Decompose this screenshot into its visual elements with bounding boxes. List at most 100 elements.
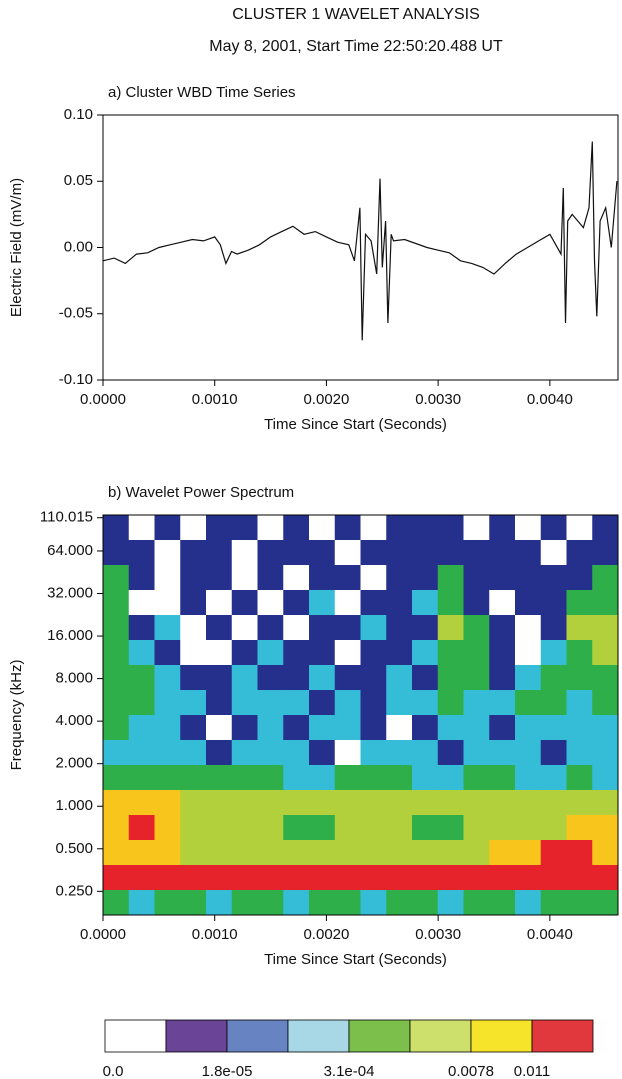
spectrum-cell [206, 665, 233, 691]
x-tick-label: 0.0000 [80, 926, 126, 943]
colorbar-tick-label: 1.8e-05 [202, 1063, 253, 1079]
spectrum-cell [283, 790, 310, 816]
figure-subtitle: May 8, 2001, Start Time 22:50:20.488 UT [209, 38, 503, 55]
spectrum-cell [309, 665, 336, 691]
spectrum-cell [257, 765, 284, 791]
spectrum-cell [334, 715, 361, 741]
spectrum-cell [206, 815, 233, 841]
spectrum-cell [154, 590, 181, 616]
colorbar-swatch [104, 1019, 167, 1053]
spectrum-cell [437, 865, 464, 891]
spectrum-cell [180, 515, 207, 541]
spectrum-cell [437, 765, 464, 791]
y-tick-label: 4.000 [55, 712, 93, 729]
spectrum-cell [103, 715, 130, 741]
spectrum-cell [257, 540, 284, 566]
spectrum-cell [386, 765, 413, 791]
x-axis-label: Time Since Start (Seconds) [264, 951, 447, 968]
spectrum-cell [463, 540, 490, 566]
spectrum-cell [154, 715, 181, 741]
spectrum-cell [257, 715, 284, 741]
spectrum-cell [360, 565, 387, 591]
colorbar-tick-label: 0.0 [103, 1063, 124, 1079]
spectrum-cell [128, 715, 155, 741]
spectrum-cell [206, 840, 233, 866]
spectrum-cell [231, 815, 258, 841]
spectrum-cell [463, 715, 490, 741]
spectrum-cell [386, 865, 413, 891]
spectrum-cell [515, 565, 542, 591]
spectrum-cell [231, 565, 258, 591]
spectrum-cell [515, 815, 542, 841]
spectrum-cell [515, 890, 542, 916]
spectrum-cell [592, 565, 619, 591]
spectrum-cell [412, 590, 439, 616]
spectrum-cell [592, 765, 619, 791]
spectrum-cell [257, 740, 284, 766]
spectrum-cell [412, 815, 439, 841]
spectrum-cell [360, 740, 387, 766]
spectrum-cell [334, 640, 361, 666]
spectrum-cell [463, 840, 490, 866]
spectrum-cell [437, 565, 464, 591]
spectrum-cell [515, 540, 542, 566]
spectrum-cell [463, 765, 490, 791]
spectrum-cell [412, 515, 439, 541]
spectrum-cell [540, 665, 567, 691]
colorbar-swatch [165, 1019, 228, 1053]
spectrum-cell [334, 540, 361, 566]
y-axis-label: Frequency (kHz) [8, 660, 25, 771]
spectrum-cell [206, 790, 233, 816]
spectrum-cell [231, 665, 258, 691]
y-tick-label: 0.10 [64, 106, 93, 123]
spectrum-cell [386, 590, 413, 616]
spectrum-cell [515, 690, 542, 716]
spectrum-cell [412, 740, 439, 766]
spectrum-cell [309, 565, 336, 591]
spectrum-cell [566, 565, 593, 591]
spectrum-cell [592, 615, 619, 641]
spectrum-cell [128, 590, 155, 616]
spectrum-cell [386, 565, 413, 591]
spectrum-cell [592, 840, 619, 866]
x-tick-label: 0.0000 [80, 391, 126, 408]
y-tick-label: 0.500 [55, 840, 93, 857]
spectrum-cell [515, 615, 542, 641]
spectrum-cell [257, 865, 284, 891]
spectrum-cell [437, 640, 464, 666]
x-tick-label: 0.0030 [415, 926, 461, 943]
y-tick-label: 0.05 [64, 172, 93, 189]
spectrum-cell [309, 815, 336, 841]
spectrum-cell [103, 790, 130, 816]
spectrum-cell [334, 690, 361, 716]
spectrum-cell [540, 840, 567, 866]
spectrum-cell [103, 865, 130, 891]
spectrum-cell [334, 790, 361, 816]
spectrum-cell [180, 790, 207, 816]
spectrum-cell [231, 615, 258, 641]
spectrum-cell [566, 815, 593, 841]
spectrum-cell [540, 690, 567, 716]
spectrum-cell [360, 890, 387, 916]
spectrum-cell [206, 640, 233, 666]
spectrum-cell [592, 890, 619, 916]
spectrum-cell [540, 515, 567, 541]
y-tick-label: 0.250 [55, 882, 93, 899]
spectrum-cell [334, 515, 361, 541]
spectrum-cell [360, 690, 387, 716]
spectrum-cell [103, 540, 130, 566]
spectrum-cell [128, 540, 155, 566]
spectrum-cell [463, 890, 490, 916]
spectrum-cell [128, 790, 155, 816]
spectrum-cell [412, 690, 439, 716]
spectrum-cell [592, 790, 619, 816]
spectrum-cell [540, 790, 567, 816]
spectrum-cell [231, 765, 258, 791]
colorbar-swatch [348, 1019, 411, 1053]
spectrum-cell [283, 515, 310, 541]
spectrum-cell [103, 640, 130, 666]
spectrum-cell [309, 615, 336, 641]
spectrum-cell [257, 615, 284, 641]
spectrum-cell [566, 840, 593, 866]
spectrum-cell [180, 665, 207, 691]
